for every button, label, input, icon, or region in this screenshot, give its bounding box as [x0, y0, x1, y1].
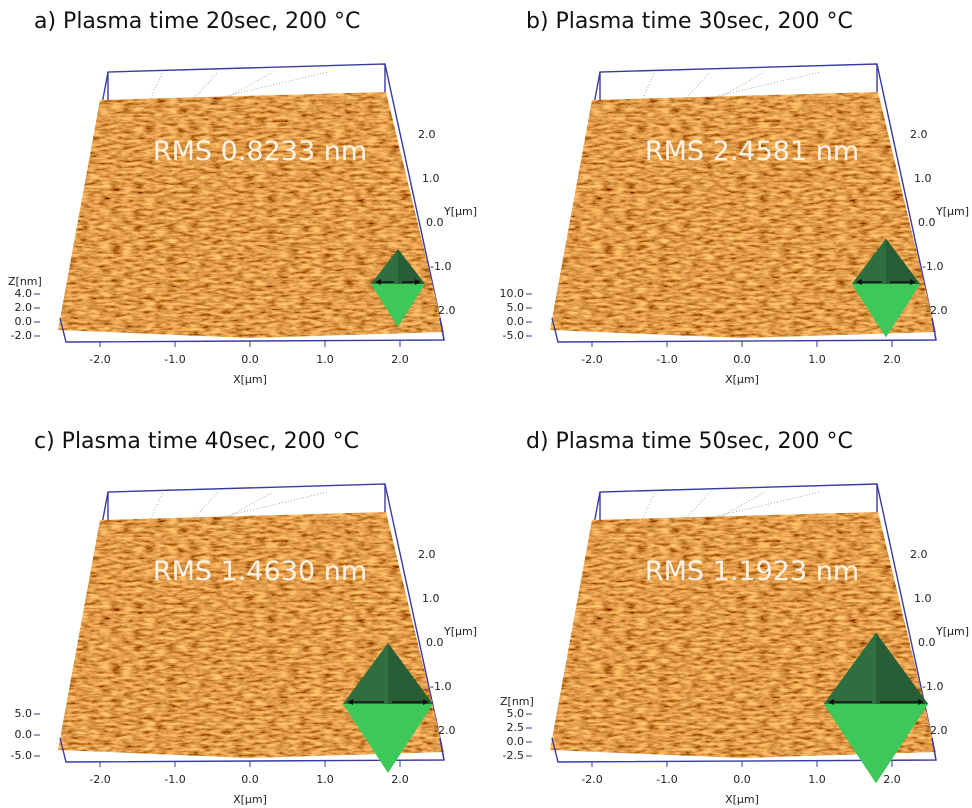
- panel: c) Plasma time 40sec, 200 °C -2.0 -1.0 0.0 1…: [11, 429, 478, 806]
- x-tick-label: -2.0: [581, 353, 602, 366]
- z-tick-label: 0.0: [507, 735, 525, 748]
- y-axis-label: Y[μm]: [443, 625, 477, 638]
- y-tick-label: 1.0: [422, 172, 440, 185]
- x-tick-label: 0.0: [241, 773, 259, 786]
- y-tick-label: -2.0: [926, 304, 947, 317]
- x-tick-label: 2.0: [883, 353, 901, 366]
- y-tick-label: 1.0: [422, 592, 440, 605]
- y-tick-label: -1.0: [922, 680, 943, 693]
- x-tick-label: 2.0: [883, 773, 901, 786]
- panel-title: a) Plasma time 20sec, 200 °C: [34, 9, 360, 34]
- x-tick-label: 0.0: [733, 353, 751, 366]
- panel-title: d) Plasma time 50sec, 200 °C: [526, 429, 853, 454]
- y-tick-label: 0.0: [918, 216, 936, 229]
- y-tick-label: 0.0: [426, 216, 444, 229]
- y-tick-label: -2.0: [434, 724, 455, 737]
- z-tick-label: 2.0: [15, 301, 33, 314]
- x-tick-label: 0.0: [241, 353, 259, 366]
- y-tick-label: 1.0: [914, 172, 932, 185]
- x-axis-label: X[μm]: [233, 793, 267, 806]
- y-tick-label: -1.0: [430, 260, 451, 273]
- y-tick-label: 2.0: [418, 548, 436, 561]
- x-tick-label: -2.0: [581, 773, 602, 786]
- z-tick-label: -2.5: [503, 749, 524, 762]
- z-tick-label: 5.0: [15, 707, 33, 720]
- panel-title: c) Plasma time 40sec, 200 °C: [34, 429, 359, 454]
- y-tick-label: -2.0: [434, 304, 455, 317]
- z-tick-label: -2.0: [11, 329, 32, 342]
- z-tick-label: 5.0: [507, 301, 525, 314]
- x-tick-label: 2.0: [391, 353, 409, 366]
- y-tick-label: 0.0: [426, 636, 444, 649]
- x-tick-label: 0.0: [733, 773, 751, 786]
- x-tick-label: 1.0: [808, 773, 826, 786]
- x-axis-label: X[μm]: [233, 373, 267, 386]
- z-tick-label: 4.0: [15, 287, 33, 300]
- rms-label: RMS 2.4581 nm: [645, 136, 859, 167]
- rms-label: RMS 1.4630 nm: [153, 556, 367, 587]
- x-tick-label: 2.0: [391, 773, 409, 786]
- y-axis-label: Y[μm]: [935, 205, 969, 218]
- x-tick-label: -1.0: [164, 353, 185, 366]
- x-axis-label: X[μm]: [725, 373, 759, 386]
- panel: d) Plasma time 50sec, 200 °C -2.0 -1.0 0.0 1…: [500, 429, 969, 806]
- x-axis-label: X[μm]: [725, 793, 759, 806]
- z-tick-label: -5.0: [503, 329, 524, 342]
- panel: a) Plasma time 20sec, 200 °C -2.0 -1.0 0.0 1…: [8, 9, 477, 386]
- x-tick-label: 1.0: [808, 353, 826, 366]
- y-tick-label: -1.0: [430, 680, 451, 693]
- z-tick-label: 0.0: [15, 728, 33, 741]
- y-tick-label: 2.0: [910, 548, 928, 561]
- z-tick-label: 2.5: [507, 721, 525, 734]
- z-tick-label: 0.0: [15, 315, 33, 328]
- y-tick-label: 2.0: [418, 128, 436, 141]
- y-axis-label: Y[μm]: [935, 625, 969, 638]
- panel-title: b) Plasma time 30sec, 200 °C: [526, 9, 853, 34]
- rms-label: RMS 1.1923 nm: [645, 556, 859, 587]
- x-tick-label: -2.0: [89, 773, 110, 786]
- y-tick-label: 1.0: [914, 592, 932, 605]
- y-tick-label: -2.0: [926, 724, 947, 737]
- z-tick-label: 10.0: [500, 287, 525, 300]
- y-tick-label: -1.0: [922, 260, 943, 273]
- x-tick-label: -1.0: [164, 773, 185, 786]
- figure: a) Plasma time 20sec, 200 °C -2.0 -1.0 0.0 1…: [0, 0, 972, 808]
- z-axis-label: Z[nm]: [8, 275, 42, 288]
- y-axis-label: Y[μm]: [443, 205, 477, 218]
- x-tick-label: 1.0: [316, 353, 334, 366]
- y-tick-label: 2.0: [910, 128, 928, 141]
- y-tick-label: 0.0: [918, 636, 936, 649]
- x-tick-label: -2.0: [89, 353, 110, 366]
- panel: b) Plasma time 30sec, 200 °C -2.0 -1.0 0.0 1…: [500, 9, 970, 386]
- z-tick-label: 5.0: [507, 707, 525, 720]
- x-tick-label: 1.0: [316, 773, 334, 786]
- z-tick-label: 0.0: [507, 315, 525, 328]
- rms-label: RMS 0.8233 nm: [153, 136, 367, 167]
- z-tick-label: -5.0: [11, 749, 32, 762]
- z-axis-label: Z[nm]: [500, 695, 534, 708]
- x-tick-label: -1.0: [656, 353, 677, 366]
- x-tick-label: -1.0: [656, 773, 677, 786]
